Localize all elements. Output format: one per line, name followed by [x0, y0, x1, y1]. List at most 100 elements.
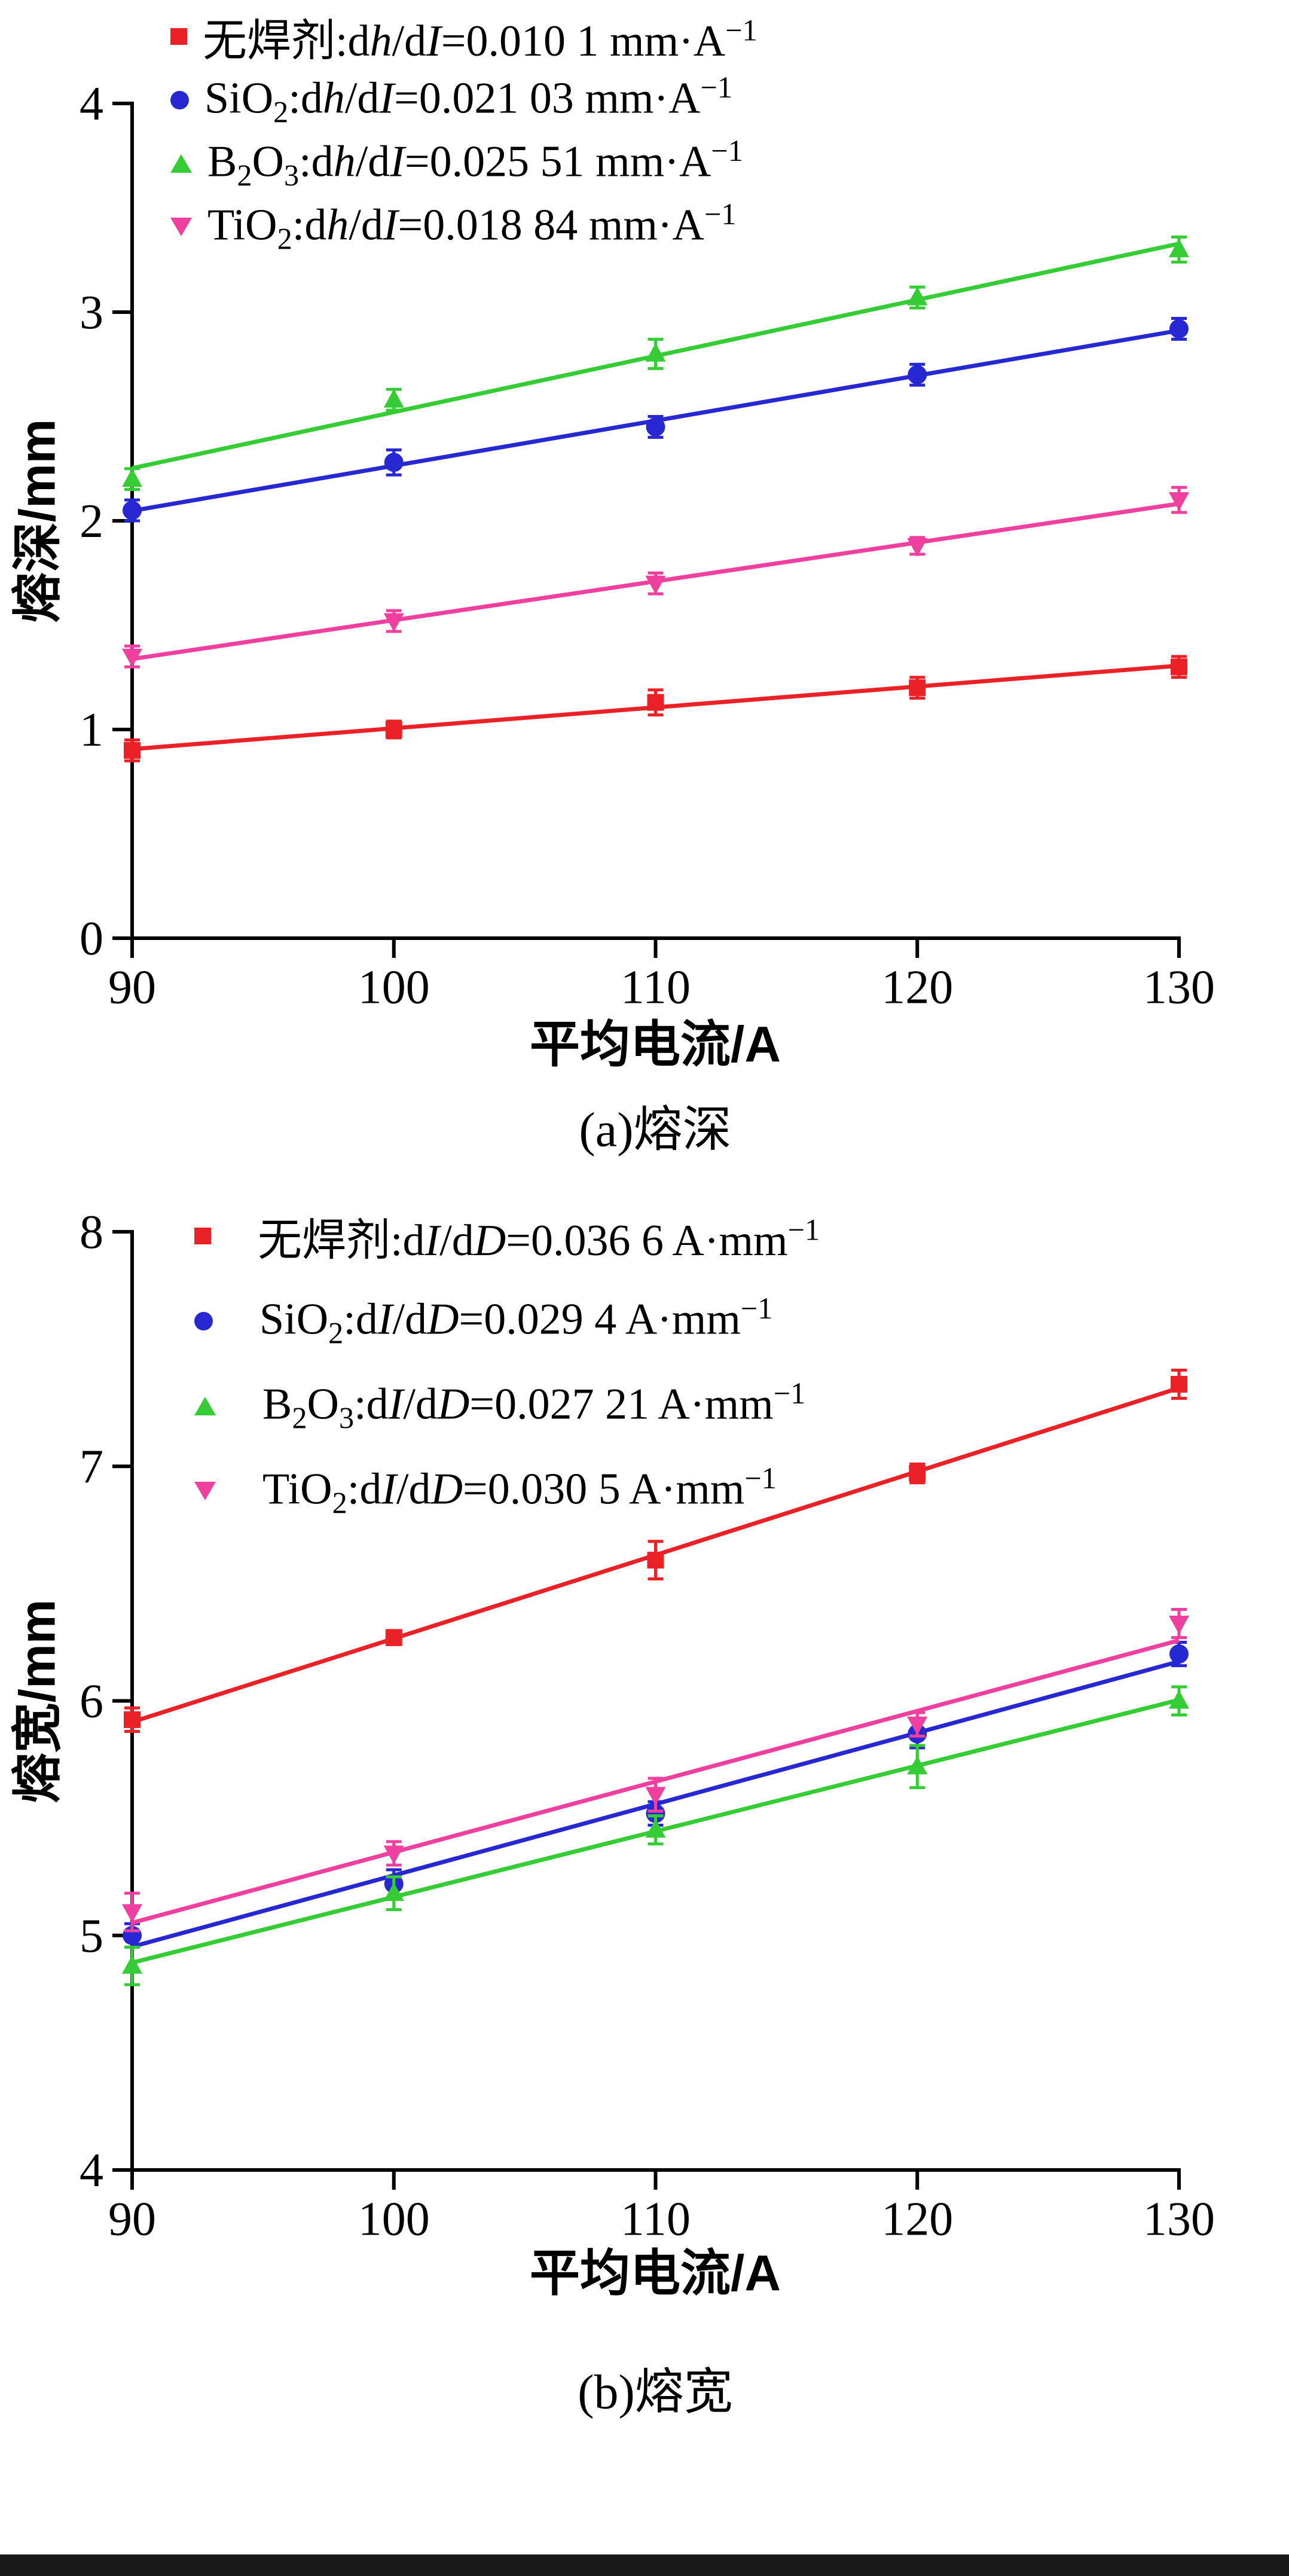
data-point-circle: [1169, 319, 1189, 338]
legend-label-b2o3: B2O3:dh/dI=0.025 51 mm·A−1: [207, 134, 743, 193]
y-tick-label: 6: [80, 1675, 103, 1728]
series-B2O3: [122, 235, 1189, 492]
legend-label-tio2: TiO2:dI/dD=0.030 5 A·mm−1: [262, 1461, 777, 1520]
legend-label-no-flux: 无焊剂:dh/dI=0.010 1 mm·A−1: [203, 13, 757, 66]
legend-marker-square-icon: [170, 28, 187, 45]
data-point-triangle-up: [122, 1955, 142, 1974]
x-tick-label: 130: [1143, 2193, 1215, 2242]
y-tick-label: 0: [80, 912, 103, 965]
data-point-triangle-up: [383, 389, 404, 408]
x-tick-label: 130: [1143, 961, 1215, 1014]
data-point-square: [909, 679, 926, 697]
legend-item-no-flux: 无焊剂:dI/dD=0.036 6 A·mm−1: [194, 1194, 820, 1278]
data-point-triangle-down: [383, 613, 404, 632]
x-tick-label: 120: [881, 2193, 953, 2242]
legend-label-sio2: SiO2:dI/dD=0.029 4 A·mm−1: [259, 1292, 773, 1350]
legend-marker-triangle-up-icon: [194, 1396, 216, 1415]
legend-item-no-flux: 无焊剂:dh/dI=0.010 1 mm·A−1: [170, 5, 757, 68]
data-point-triangle-down: [907, 538, 928, 557]
x-tick-label: 90: [108, 961, 156, 1014]
chart-a-legend: 无焊剂:dh/dI=0.010 1 mm·A−1 SiO2:dh/dI=0.02…: [170, 5, 757, 258]
legend-item-tio2: TiO2:dh/dI=0.018 84 mm·A−1: [170, 195, 757, 258]
series-B2O3: [122, 1685, 1189, 1986]
legend-item-b2o3: B2O3:dh/dI=0.025 51 mm·A−1: [170, 132, 757, 195]
data-point-triangle-up: [383, 1882, 404, 1902]
legend-marker-triangle-up-icon: [170, 154, 192, 173]
data-point-square: [385, 1629, 402, 1646]
chart-a-plot: 90 100 110 120 130 0 1 2 3 4: [80, 78, 1215, 1014]
y-tick-label: 4: [80, 2144, 103, 2197]
series-无焊剂: [124, 1368, 1187, 1733]
chart-a-caption: (a)熔深: [579, 1102, 732, 1157]
chart-a-x-axis-label: 平均电流/A: [529, 1016, 781, 1073]
data-point-triangle-down: [645, 1787, 666, 1806]
y-tick-label: 5: [80, 1910, 103, 1962]
chart-b-plot: 90 100 110 120 130 4 5 6 7 8: [80, 1206, 1215, 2242]
data-point-square: [124, 1711, 140, 1728]
chart-b-legend: 无焊剂:dI/dD=0.036 6 A·mm−1 SiO2:dI/dD=0.02…: [194, 1194, 820, 1533]
data-point-triangle-up: [645, 1819, 666, 1838]
data-point-square: [1171, 658, 1187, 676]
x-tick-label: 120: [881, 961, 953, 1014]
series-SiO2: [123, 316, 1189, 523]
chart-a-y-axis-label: 熔深/mm: [9, 419, 66, 623]
data-point-triangle-down: [907, 1716, 928, 1735]
data-point-circle: [1169, 1644, 1189, 1664]
series-TiO2: [122, 1608, 1189, 1933]
chart-b-y-axis-label: 熔宽/mm: [9, 1599, 66, 1803]
y-tick-label: 1: [80, 704, 103, 756]
data-point-circle: [646, 1803, 665, 1823]
legend-label-no-flux: 无焊剂:dI/dD=0.036 6 A·mm−1: [258, 1212, 820, 1265]
legend-marker-triangle-down-icon: [170, 217, 192, 236]
data-point-triangle-down: [122, 1904, 142, 1923]
data-point-circle: [384, 453, 404, 472]
y-tick-label: 7: [80, 1440, 103, 1493]
data-point-triangle-up: [1169, 239, 1189, 258]
legend-marker-triangle-down-icon: [194, 1481, 216, 1500]
data-point-square: [909, 1465, 926, 1482]
data-point-triangle-up: [122, 468, 142, 487]
legend-label-tio2: TiO2:dh/dI=0.018 84 mm·A−1: [207, 197, 737, 256]
data-point-triangle-down: [122, 648, 142, 667]
bottom-bar: [0, 2554, 1289, 2576]
chart-b-caption: (b)熔宽: [578, 2364, 733, 2419]
data-point-circle: [646, 417, 665, 437]
data-point-square: [124, 741, 140, 759]
data-point-triangle-up: [907, 286, 928, 306]
data-point-triangle-up: [1169, 1690, 1189, 1709]
legend-item-sio2: SiO2:dI/dD=0.029 4 A·mm−1: [194, 1278, 820, 1363]
data-point-square: [1171, 1375, 1187, 1393]
data-point-square: [647, 694, 664, 711]
legend-item-tio2: TiO2:dI/dD=0.030 5 A·mm−1: [194, 1448, 820, 1533]
data-point-circle: [908, 365, 927, 384]
x-tick-label: 110: [621, 961, 691, 1014]
data-point-triangle-down: [1169, 1616, 1189, 1635]
legend-label-b2o3: B2O3:dI/dD=0.027 21 A·mm−1: [262, 1376, 806, 1435]
data-point-triangle-down: [383, 1845, 404, 1864]
data-point-square: [647, 1552, 664, 1569]
data-point-triangle-down: [1169, 492, 1189, 511]
series-无焊剂: [124, 655, 1187, 762]
data-point-triangle-up: [907, 1756, 928, 1775]
legend-label-sio2: SiO2:dh/dI=0.021 03 mm·A−1: [204, 71, 733, 129]
x-tick-label: 90: [108, 2193, 156, 2242]
x-tick-label: 110: [621, 2193, 691, 2242]
legend-marker-circle-icon: [194, 1311, 213, 1330]
data-point-square: [385, 721, 402, 738]
y-tick-label: 2: [80, 495, 103, 548]
legend-item-sio2: SiO2:dh/dI=0.021 03 mm·A−1: [170, 68, 757, 132]
y-tick-label: 4: [80, 78, 103, 130]
series-TiO2: [122, 486, 1189, 669]
data-point-circle: [123, 500, 142, 520]
y-tick-label: 3: [80, 286, 103, 339]
y-tick-label: 8: [80, 1206, 103, 1259]
data-point-triangle-down: [645, 575, 666, 594]
legend-marker-square-icon: [194, 1228, 211, 1244]
legend-marker-circle-icon: [170, 90, 189, 109]
data-point-triangle-up: [645, 343, 666, 362]
chart-b-x-axis-label: 平均电流/A: [529, 2245, 781, 2302]
x-tick-label: 100: [358, 961, 430, 1014]
legend-item-b2o3: B2O3:dI/dD=0.027 21 A·mm−1: [194, 1363, 820, 1448]
x-tick-label: 100: [358, 2193, 430, 2242]
